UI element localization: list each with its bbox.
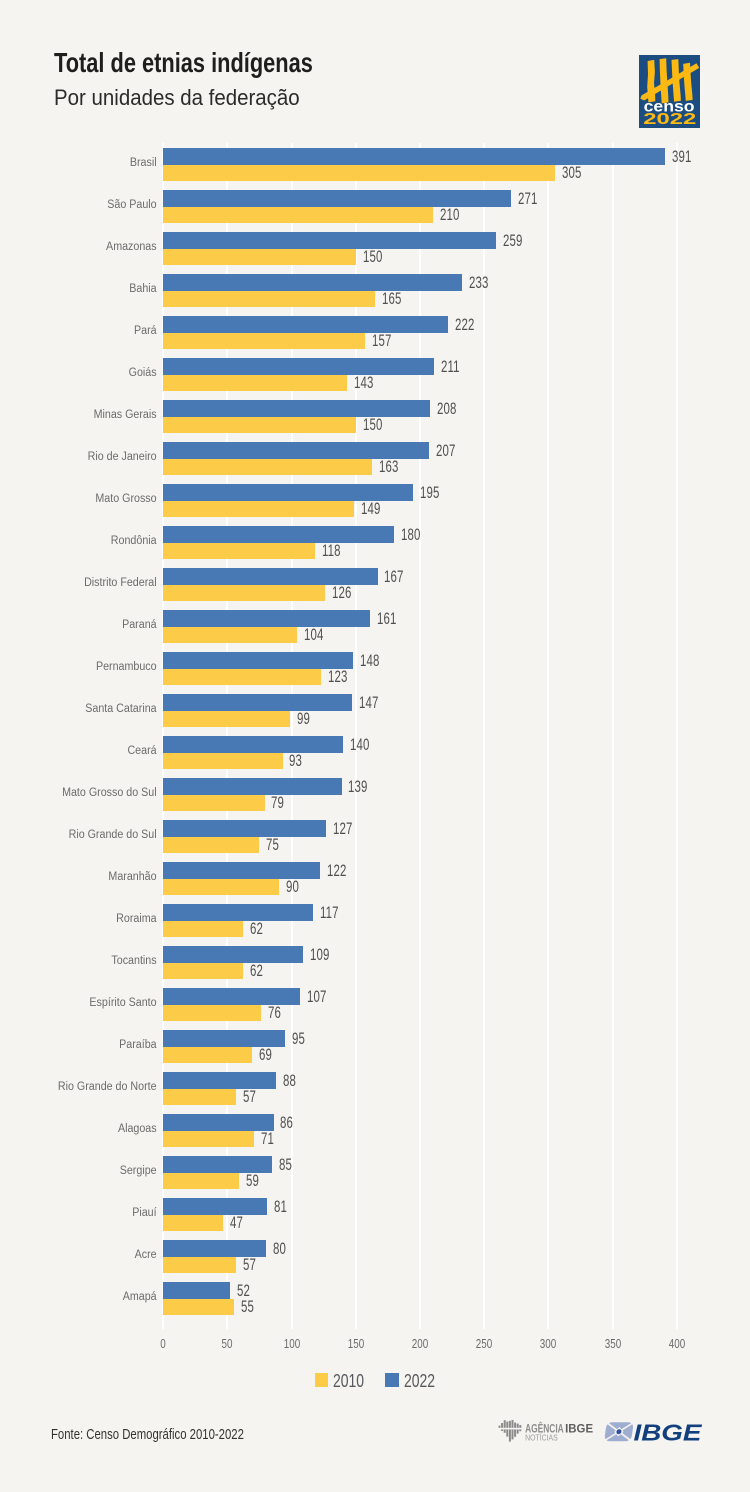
svg-text:IBGE: IBGE bbox=[565, 1424, 593, 1436]
svg-text:IBGE: IBGE bbox=[634, 1419, 704, 1445]
svg-text:AGÊNCIA: AGÊNCIA bbox=[525, 1423, 564, 1436]
svg-text:censo: censo bbox=[644, 98, 695, 115]
svg-text:2022: 2022 bbox=[643, 111, 696, 128]
svg-text:NOTÍCIAS: NOTÍCIAS bbox=[525, 1434, 558, 1443]
